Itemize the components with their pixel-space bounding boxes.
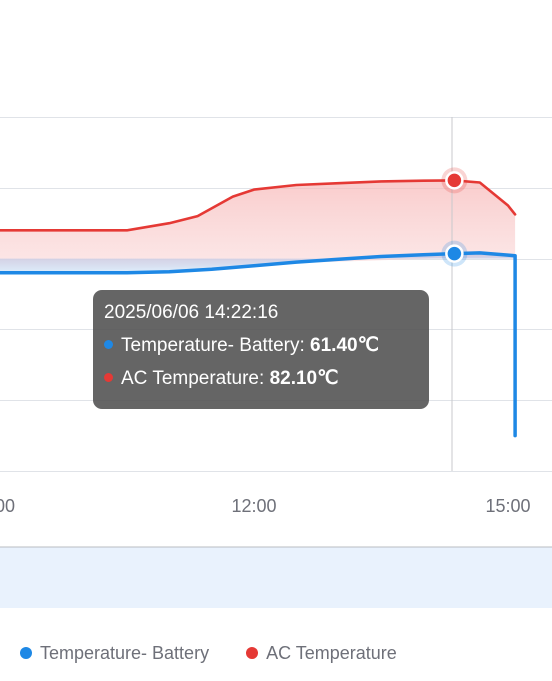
x-axis-tick-label: 00 — [0, 496, 15, 516]
tooltip: 2025/06/06 14:22:16 Temperature- Battery… — [93, 290, 429, 409]
tooltip-battery-label: Temperature- Battery: — [121, 335, 311, 356]
tooltip-battery-value: 61.40℃ — [310, 335, 379, 356]
tooltip-row-battery: Temperature- Battery: 61.40℃ — [104, 333, 429, 366]
tooltip-ac-label: AC Temperature: — [121, 368, 270, 389]
legend-battery-label: Temperature- Battery — [40, 642, 210, 663]
x-axis-tick-label: 15:00 — [485, 496, 530, 516]
tooltip-battery-marker-icon — [104, 340, 113, 350]
data-zoom-slider[interactable] — [0, 547, 552, 608]
legend-item-battery[interactable]: Temperature- Battery — [20, 643, 209, 664]
data-point-ac — [445, 171, 464, 190]
series-area-ac — [0, 180, 516, 273]
legend-ac-dot-icon — [246, 647, 259, 659]
tooltip-ac-marker-icon — [104, 373, 113, 383]
legend-battery-dot-icon — [20, 647, 32, 659]
tooltip-ac-value: 82.10℃ — [269, 368, 339, 389]
chart-legend: Temperature- Battery AC Temperature — [20, 640, 434, 666]
data-point-battery — [445, 244, 464, 263]
x-axis-tick-label: 12:00 — [231, 496, 276, 516]
legend-ac-label: AC Temperature — [266, 642, 397, 663]
tooltip-row-ac: AC Temperature: 82.10℃ — [104, 366, 429, 399]
tooltip-time: 2025/06/06 14:22:16 — [104, 302, 279, 323]
legend-item-ac[interactable]: AC Temperature — [246, 643, 397, 664]
series-line-ac — [0, 179, 517, 232]
series-line-battery — [0, 251, 517, 438]
